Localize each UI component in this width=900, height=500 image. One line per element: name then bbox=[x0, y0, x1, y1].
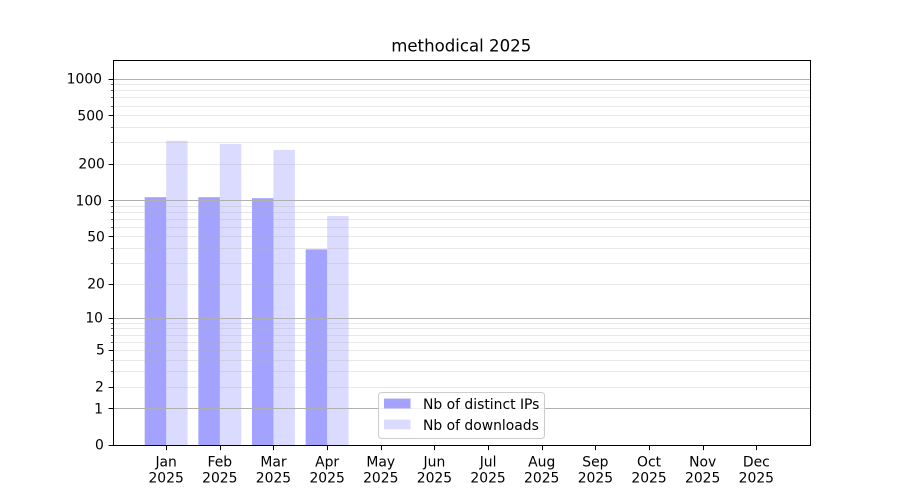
x-tick-label-month: Oct bbox=[637, 454, 662, 470]
x-tick-label-month: Apr bbox=[315, 454, 339, 470]
x-tick-label-year: 2025 bbox=[309, 470, 344, 486]
bar-distinct-ips-apr bbox=[305, 249, 328, 445]
y-tick-label: 500 bbox=[77, 109, 104, 125]
bar-downloads-mar bbox=[273, 149, 295, 445]
x-tick-label-month: Dec bbox=[743, 454, 770, 470]
legend-swatch-distinct-ips bbox=[384, 398, 411, 409]
x-tick-label-month: Mar bbox=[260, 454, 286, 470]
x-tick-label-month: Jul bbox=[479, 454, 497, 470]
y-tick-label: 0 bbox=[95, 438, 104, 454]
bar-distinct-ips-mar bbox=[252, 198, 274, 445]
x-tick-label-year: 2025 bbox=[256, 470, 291, 486]
bar-distinct-ips-jan bbox=[144, 197, 167, 445]
x-tick-label-year: 2025 bbox=[417, 470, 452, 486]
x-tick-label-year: 2025 bbox=[578, 470, 613, 486]
x-tick-label-year: 2025 bbox=[363, 470, 398, 486]
y-tick-label: 200 bbox=[78, 157, 105, 173]
x-tick-label-month: Jan bbox=[154, 454, 176, 470]
x-tick-label-month: Jun bbox=[423, 454, 446, 470]
y-tick-label: 10 bbox=[85, 311, 103, 327]
legend-label-distinct-ips: Nb of distinct IPs bbox=[423, 397, 539, 413]
x-tick-label-month: Nov bbox=[689, 454, 716, 470]
y-tick-label: 20 bbox=[87, 277, 105, 293]
x-tick-label-month: Aug bbox=[528, 454, 555, 470]
bar-distinct-ips-feb bbox=[198, 197, 220, 445]
bar-downloads-jan bbox=[166, 140, 188, 445]
y-tick-label: 1000 bbox=[67, 72, 102, 88]
x-tick-label-month: May bbox=[366, 454, 395, 470]
legend-label-downloads: Nb of downloads bbox=[423, 418, 539, 434]
x-tick-label-year: 2025 bbox=[202, 470, 237, 486]
bar-downloads-feb bbox=[219, 143, 242, 446]
x-tick-label-year: 2025 bbox=[470, 470, 505, 486]
legend-box bbox=[378, 392, 545, 439]
x-tick-label-year: 2025 bbox=[631, 470, 666, 486]
y-tick-label: 5 bbox=[96, 343, 105, 359]
legend-swatch-downloads bbox=[384, 419, 411, 430]
axes-frame bbox=[113, 60, 811, 446]
x-tick-label-year: 2025 bbox=[524, 470, 559, 486]
y-tick-label: 50 bbox=[87, 230, 105, 246]
chart-title: methodical 2025 bbox=[391, 36, 531, 55]
x-tick-label-month: Sep bbox=[582, 454, 608, 470]
y-tick-label: 2 bbox=[95, 380, 104, 396]
y-tick-label: 100 bbox=[75, 194, 102, 210]
x-tick-label-year: 2025 bbox=[739, 470, 774, 486]
bar-downloads-apr bbox=[327, 216, 349, 445]
x-tick-label-month: Feb bbox=[208, 454, 233, 470]
y-tick-label: 1 bbox=[94, 402, 103, 418]
x-tick-label-year: 2025 bbox=[685, 470, 720, 486]
x-tick-label-year: 2025 bbox=[148, 470, 183, 486]
